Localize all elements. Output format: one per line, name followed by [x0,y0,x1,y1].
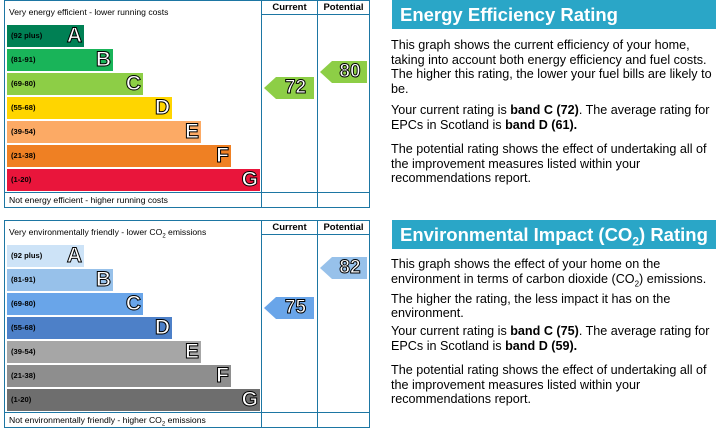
ei-band-range: (69-80) [11,299,36,308]
ee-band-range: (21-38) [11,151,36,160]
ei-band-f: (21-38) F [7,364,231,387]
ei-band-range: (92 plus) [11,251,43,260]
ee-band-letter: G [241,168,258,191]
ei-band-e: (39-54) E [7,340,201,363]
ei-band-letter: E [184,340,199,363]
environmental-impact-chart: Very environmentally friendly - lower CO… [4,220,370,428]
ee-paragraph-1: This graph shows the current efficiency … [391,38,712,96]
ei-band-letter: G [241,388,258,411]
ei-potential-rating-value: 82 [339,257,361,279]
ee-current-rating-arrow: 72 [264,77,314,99]
ei-band-range: (21-38) [11,371,36,380]
ei-current-rating-value: 75 [284,297,307,319]
ei-band-d: (55-68) D [7,316,172,339]
ee-paragraph-2: Your current rating is band C (72). The … [391,103,710,132]
ee-band-letter: E [184,120,199,143]
ei-paragraph-2: Your current rating is band C (75). The … [391,324,710,353]
ei-current-rating-arrow: 75 [264,297,314,319]
ei-band-a: (92 plus) A [7,244,84,267]
ee-band-range: (92 plus) [11,31,43,40]
ei-potential-rating-arrow: 82 [320,257,367,279]
ee-band-f: (21-38) F [7,144,231,167]
ee-band-range: (81-91) [11,55,36,64]
energy-efficiency-chart: Very energy efficient - lower running co… [4,0,370,208]
ei-paragraph-1: This graph shows the effect of your home… [391,257,707,321]
ee-paragraph-3: The potential rating shows the effect of… [391,142,707,185]
ee-heading: Energy Efficiency Rating [392,0,716,29]
ee-band-letter: F [216,144,230,167]
ei-band-letter: F [216,364,230,387]
ee-band-a: (92 plus) A [7,24,84,47]
ee-band-letter: C [125,72,141,95]
ei-bottom-caption: Not environmentally friendly - higher CO… [9,415,206,428]
ei-band-range: (81-91) [11,275,36,284]
ei-band-letter: D [154,316,170,339]
ee-band-range: (55-68) [11,103,36,112]
ee-top-caption: Very energy efficient - lower running co… [9,7,169,17]
ei-paragraph-3: The potential rating shows the effect of… [391,363,707,406]
ee-band-letter: A [66,24,82,47]
ei-current-header: Current [272,222,307,233]
ei-band-range: (1-20) [11,395,32,404]
ee-current-rating-value: 72 [284,77,307,99]
ei-band-c: (69-80) C [7,292,143,315]
ei-band-g: (1-20) G [7,388,260,411]
ei-band-letter: B [95,268,111,291]
ee-band-letter: D [154,96,170,119]
ei-band-range: (39-54) [11,347,36,356]
ei-band-range: (55-68) [11,323,36,332]
ei-heading: Environmental Impact (CO2) Rating [392,220,716,249]
ee-current-header: Current [272,2,307,13]
ee-potential-rating-value: 80 [339,61,361,83]
ee-band-b: (81-91) B [7,48,113,71]
ee-band-range: (1-20) [11,175,32,184]
ee-band-e: (39-54) E [7,120,201,143]
ee-potential-rating-arrow: 80 [320,61,367,83]
ee-band-c: (69-80) C [7,72,143,95]
ee-bottom-caption: Not energy efficient - higher running co… [9,195,168,205]
ee-band-range: (39-54) [11,127,36,136]
ee-potential-header: Potential [323,2,364,13]
ei-potential-header: Potential [323,222,364,233]
ee-band-range: (69-80) [11,79,36,88]
ee-band-g: (1-20) G [7,168,260,191]
ee-band-letter: B [95,48,111,71]
ei-band-letter: A [66,244,82,267]
ei-band-b: (81-91) B [7,268,113,291]
ei-band-letter: C [125,292,141,315]
ei-top-caption: Very environmentally friendly - lower CO… [9,227,207,240]
ee-band-d: (55-68) D [7,96,172,119]
